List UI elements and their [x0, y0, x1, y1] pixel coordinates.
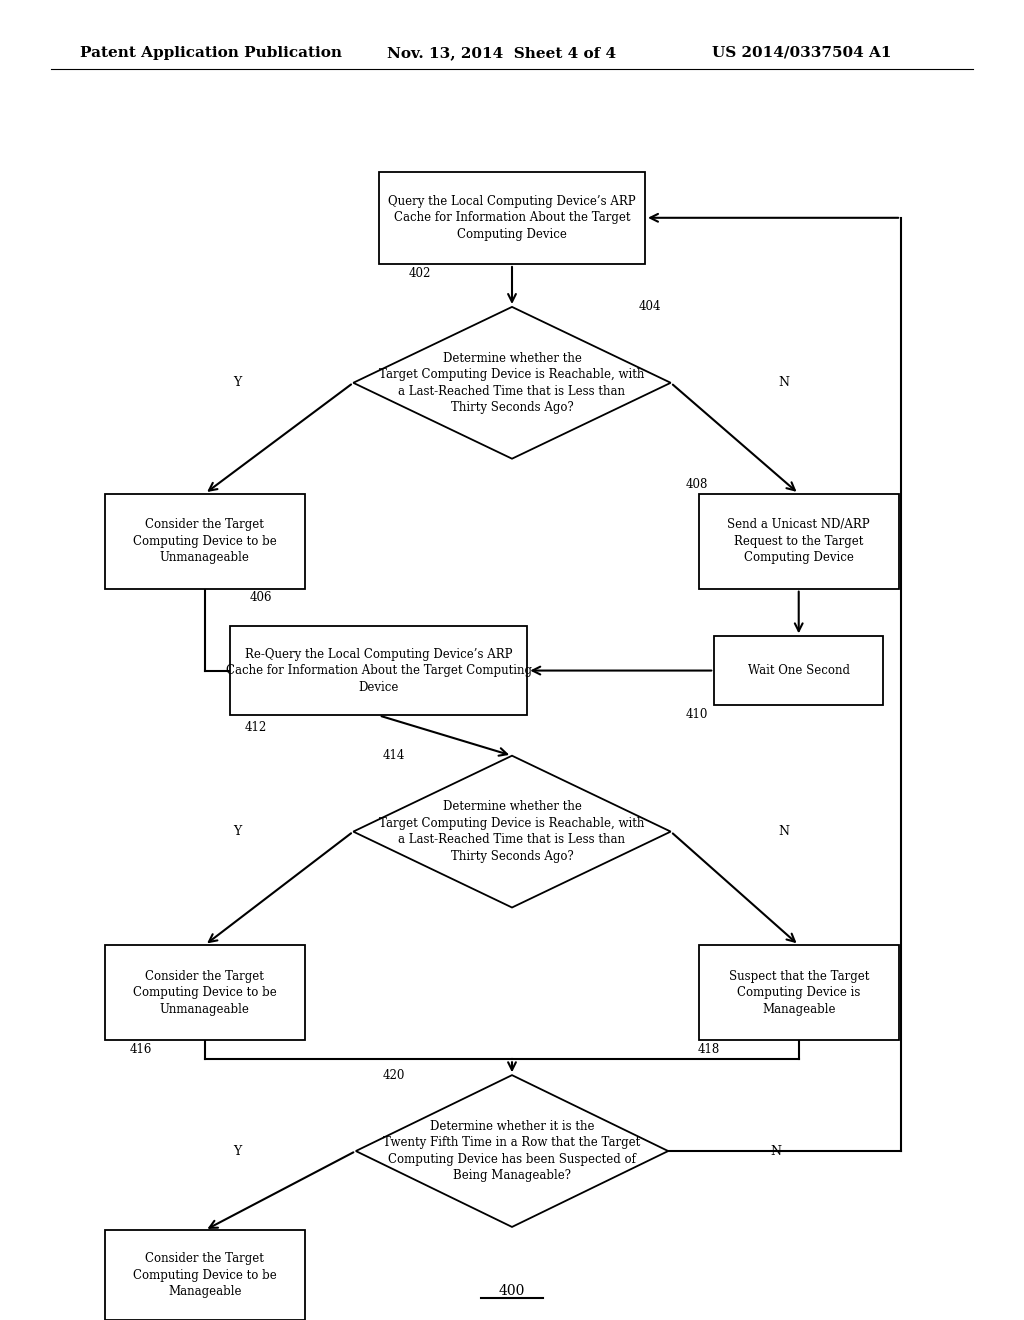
Text: Y: Y — [233, 825, 242, 838]
Text: N: N — [778, 825, 788, 838]
Text: Send a Unicast ND/ARP
Request to the Target
Computing Device: Send a Unicast ND/ARP Request to the Tar… — [727, 519, 870, 564]
Text: 416: 416 — [130, 1043, 153, 1056]
Text: N: N — [778, 376, 788, 389]
Text: Determine whether the
Target Computing Device is Reachable, with
a Last-Reached : Determine whether the Target Computing D… — [379, 800, 645, 863]
Text: Nov. 13, 2014  Sheet 4 of 4: Nov. 13, 2014 Sheet 4 of 4 — [387, 46, 616, 59]
FancyBboxPatch shape — [105, 1230, 305, 1320]
Text: 410: 410 — [685, 708, 708, 721]
Text: Patent Application Publication: Patent Application Publication — [80, 46, 342, 59]
Text: 408: 408 — [685, 478, 708, 491]
FancyBboxPatch shape — [698, 945, 899, 1040]
Polygon shape — [353, 755, 671, 908]
Text: Y: Y — [233, 1144, 242, 1158]
FancyBboxPatch shape — [230, 626, 527, 715]
Text: Determine whether the
Target Computing Device is Reachable, with
a Last-Reached : Determine whether the Target Computing D… — [379, 351, 645, 414]
Text: Suspect that the Target
Computing Device is
Manageable: Suspect that the Target Computing Device… — [728, 970, 869, 1015]
Polygon shape — [353, 308, 671, 459]
Text: Wait One Second: Wait One Second — [748, 664, 850, 677]
Text: Re-Query the Local Computing Device’s ARP
Cache for Information About the Target: Re-Query the Local Computing Device’s AR… — [226, 648, 531, 693]
FancyBboxPatch shape — [105, 494, 305, 589]
Text: 414: 414 — [383, 748, 406, 762]
Text: Consider the Target
Computing Device to be
Unmanageable: Consider the Target Computing Device to … — [133, 970, 276, 1015]
Text: Y: Y — [233, 376, 242, 389]
Text: 404: 404 — [639, 300, 662, 313]
FancyBboxPatch shape — [379, 172, 645, 264]
Text: Consider the Target
Computing Device to be
Unmanageable: Consider the Target Computing Device to … — [133, 519, 276, 564]
Text: Query the Local Computing Device’s ARP
Cache for Information About the Target
Co: Query the Local Computing Device’s ARP C… — [388, 195, 636, 240]
Polygon shape — [356, 1074, 668, 1228]
Text: 402: 402 — [409, 267, 431, 280]
Text: 412: 412 — [245, 721, 267, 734]
Text: 406: 406 — [250, 591, 272, 605]
FancyBboxPatch shape — [105, 945, 305, 1040]
FancyBboxPatch shape — [698, 494, 899, 589]
Text: US 2014/0337504 A1: US 2014/0337504 A1 — [712, 46, 891, 59]
Text: 400: 400 — [499, 1284, 525, 1298]
Text: Determine whether it is the
Twenty Fifth Time in a Row that the Target
Computing: Determine whether it is the Twenty Fifth… — [383, 1119, 641, 1183]
Text: Consider the Target
Computing Device to be
Manageable: Consider the Target Computing Device to … — [133, 1253, 276, 1298]
Text: 418: 418 — [697, 1043, 720, 1056]
FancyBboxPatch shape — [715, 636, 883, 705]
Text: N: N — [771, 1144, 781, 1158]
Text: 420: 420 — [383, 1069, 406, 1082]
